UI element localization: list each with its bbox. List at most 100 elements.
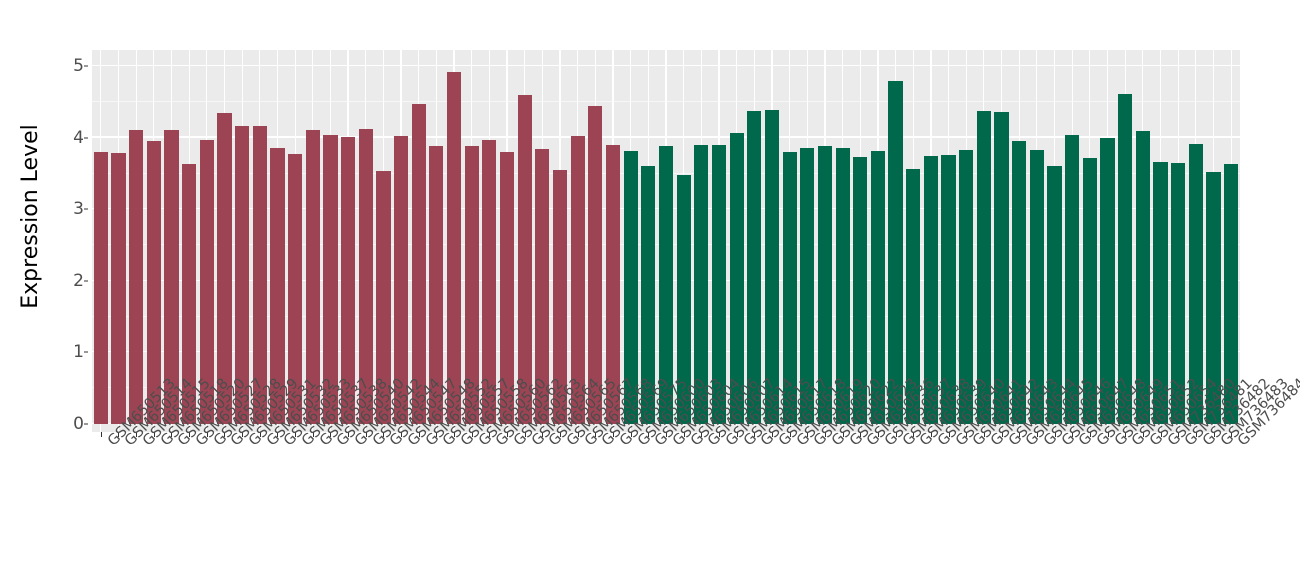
x-tick-label: GSM650514 [122, 376, 196, 450]
bar[interactable] [1206, 172, 1221, 424]
bar[interactable] [853, 157, 868, 424]
bar[interactable] [906, 169, 921, 424]
bar[interactable] [1047, 166, 1062, 424]
x-tick-label: GSM650623 [847, 376, 921, 450]
plot-panel [92, 50, 1240, 432]
bar[interactable] [129, 129, 144, 424]
x-tick-label: GSM650568 [582, 376, 656, 450]
bar[interactable] [694, 145, 709, 424]
bar[interactable] [729, 132, 744, 424]
bar[interactable] [111, 152, 126, 424]
bar[interactable] [764, 109, 780, 424]
bar[interactable] [1171, 162, 1186, 424]
x-tick-mark [666, 432, 667, 437]
x-tick-mark [1231, 432, 1233, 437]
x-tick-mark [948, 432, 950, 437]
bar[interactable] [959, 150, 974, 424]
bar[interactable] [411, 104, 426, 424]
bar[interactable] [800, 147, 815, 424]
bar[interactable] [1118, 94, 1133, 424]
y-tick-label: 3 [73, 199, 84, 220]
bar[interactable] [1224, 163, 1239, 424]
bar[interactable] [570, 136, 585, 424]
bar[interactable] [623, 150, 638, 424]
bar[interactable] [182, 164, 197, 424]
x-tick-label: GSM650533 [281, 376, 355, 450]
x-tick-mark [1072, 432, 1074, 437]
x-tick-mark [348, 432, 350, 437]
bar[interactable] [270, 147, 285, 424]
bar[interactable] [535, 148, 550, 424]
bar[interactable] [429, 146, 444, 424]
x-tick-label: GSM736483 [1217, 375, 1292, 450]
bar[interactable] [358, 129, 373, 424]
x-tick-mark [524, 432, 526, 437]
bar[interactable] [676, 175, 691, 424]
bar[interactable] [235, 126, 250, 424]
x-tick-mark [771, 432, 773, 437]
bar[interactable] [923, 155, 939, 424]
x-tick-label: GSM650648 [1076, 376, 1150, 450]
bar[interactable] [941, 155, 956, 424]
bar[interactable] [1082, 157, 1097, 424]
bar[interactable] [658, 146, 674, 424]
x-tick-label: GSM650529 [228, 376, 302, 450]
x-tick-label: GSM650649 [1094, 376, 1168, 450]
bar[interactable] [605, 145, 621, 424]
x-tick-mark [206, 432, 208, 437]
bar[interactable] [994, 112, 1009, 424]
bar[interactable] [376, 171, 391, 424]
bar[interactable] [588, 106, 603, 424]
bar[interactable] [252, 125, 267, 424]
bar[interactable] [517, 94, 532, 424]
x-tick-mark [736, 432, 738, 437]
y-tick-label: 5 [73, 56, 84, 77]
bar[interactable] [146, 141, 161, 424]
x-tick-mark [507, 432, 509, 437]
bar[interactable] [888, 81, 903, 424]
x-tick-mark [754, 432, 756, 437]
y-tick-mark [84, 65, 88, 67]
x-tick-label: GSM650644 [1006, 376, 1080, 450]
bar[interactable] [323, 135, 338, 424]
bar[interactable] [446, 72, 462, 424]
x-tick-mark [100, 432, 102, 437]
x-tick-label: GSM650531 [246, 376, 320, 450]
bar[interactable] [782, 152, 797, 424]
bar[interactable] [835, 147, 850, 424]
x-tick-label: GSM650604 [670, 376, 744, 450]
bar[interactable] [464, 145, 479, 424]
x-tick-label: GSM650558 [458, 376, 532, 450]
bar[interactable] [552, 170, 568, 424]
bar[interactable] [340, 137, 356, 424]
bar[interactable] [93, 152, 108, 424]
bar[interactable] [1135, 130, 1150, 424]
bar[interactable] [1153, 162, 1168, 424]
bar[interactable] [482, 140, 497, 424]
bar[interactable] [499, 152, 515, 424]
bar[interactable] [1029, 150, 1044, 424]
bar[interactable] [976, 110, 991, 424]
bar[interactable] [1100, 137, 1115, 424]
bar[interactable] [393, 135, 409, 424]
x-tick-mark [577, 432, 579, 437]
bar[interactable] [711, 145, 727, 424]
bar[interactable] [1065, 135, 1080, 424]
bar[interactable] [870, 150, 886, 424]
x-tick-label: GSM650560 [476, 376, 550, 450]
bar[interactable] [199, 140, 214, 424]
bar[interactable] [305, 129, 320, 424]
x-tick-mark [966, 432, 968, 437]
bar[interactable] [287, 153, 303, 424]
bar[interactable] [817, 146, 833, 424]
bar[interactable] [747, 111, 762, 424]
bar[interactable] [1012, 141, 1027, 424]
bar[interactable] [1188, 144, 1203, 424]
bar[interactable] [641, 166, 656, 424]
y-tick-label: 0 [73, 414, 84, 434]
x-tick-mark [189, 432, 191, 437]
bar[interactable] [164, 129, 179, 424]
bar[interactable] [217, 112, 232, 424]
x-tick-label: GSM736481 [1182, 376, 1256, 450]
x-tick-mark [630, 432, 632, 437]
